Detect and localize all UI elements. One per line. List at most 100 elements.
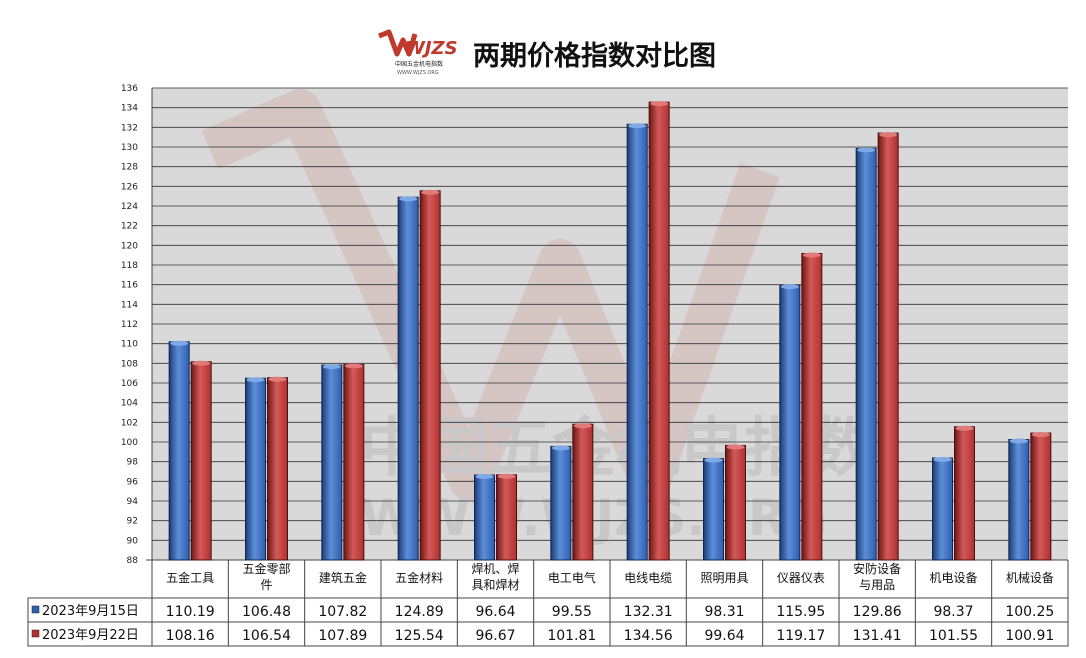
bar-top-series1-10: [933, 457, 952, 463]
legend-label-series2: 2023年9月22日: [42, 628, 139, 643]
data-value-series2-6: 134.56: [624, 628, 673, 644]
y-tick-label: 108: [121, 359, 138, 369]
bar-series2-7: [725, 445, 746, 561]
svg-text:WWW.WJZS.ORG: WWW.WJZS.ORG: [397, 70, 439, 76]
bar-series1-1: [245, 377, 266, 561]
category-label: 建筑五金: [319, 570, 367, 585]
data-value-series1-6: 132.31: [624, 604, 673, 620]
bar-series2-11: [1030, 432, 1052, 561]
y-tick-label: 118: [121, 261, 138, 271]
chart-title: 两期价格指数对比图: [473, 41, 716, 72]
data-value-series1-5: 99.55: [552, 604, 592, 620]
y-tick-label: 110: [121, 340, 138, 350]
bar-series2-8: [801, 252, 823, 561]
legend-swatch-series1: [31, 605, 40, 614]
bar-top-series2-11: [1031, 432, 1050, 438]
bar-series2-10: [954, 426, 975, 561]
y-tick-label: 102: [121, 418, 138, 428]
bar-top-series1-9: [857, 147, 876, 153]
data-value-series1-9: 129.86: [853, 604, 902, 620]
y-tick-label: 112: [121, 320, 138, 330]
bar-top-series2-8: [802, 252, 821, 258]
bar-top-series1-11: [1009, 438, 1028, 444]
data-value-series2-10: 101.55: [929, 628, 978, 644]
legend-label-series1: 2023年9月15日: [42, 604, 139, 619]
bar-series1-8: [779, 284, 801, 561]
bar-top-series1-2: [322, 364, 341, 370]
y-tick-label: 98: [127, 458, 139, 468]
y-tick-label: 132: [121, 123, 138, 133]
legend-swatch-series2: [31, 629, 40, 638]
bar-series1-10: [932, 457, 953, 561]
y-tick-label: 122: [121, 222, 138, 232]
bar-series2-4: [496, 474, 517, 561]
category-label: 电线电缆: [624, 571, 672, 585]
category-label: 仪器仪表: [777, 571, 825, 585]
y-tick-label: 94: [127, 497, 139, 507]
data-value-series2-1: 106.54: [242, 628, 291, 644]
category-label: 件: [260, 578, 272, 592]
bar-top-series1-5: [551, 445, 570, 451]
bar-top-series2-5: [573, 423, 592, 429]
bar-top-series1-7: [704, 457, 723, 463]
bar-series2-9: [877, 132, 899, 561]
y-tick-label: 92: [127, 517, 138, 527]
bar-top-series2-4: [497, 473, 516, 479]
bar-series2-0: [190, 361, 212, 561]
y-tick-label: 136: [121, 84, 138, 94]
bar-top-series1-6: [628, 123, 647, 129]
category-label: 与用品: [859, 578, 895, 592]
y-tick-label: 126: [121, 182, 138, 192]
bar-top-series2-6: [650, 101, 669, 107]
bar-series2-2: [343, 363, 365, 561]
bar-series1-4: [474, 474, 495, 561]
category-label: 五金工具: [166, 570, 214, 585]
y-tick-label: 90: [127, 536, 139, 546]
bar-top-series2-7: [726, 444, 745, 450]
bar-top-series1-1: [246, 377, 265, 383]
data-value-series1-4: 96.64: [475, 604, 515, 620]
y-tick-label: 114: [121, 300, 138, 310]
y-tick-label: 130: [121, 143, 138, 153]
data-value-series2-2: 107.89: [318, 628, 367, 644]
bar-top-series1-0: [170, 340, 189, 346]
bar-top-series1-3: [399, 196, 418, 202]
category-label: 具和焊材: [471, 577, 519, 592]
bar-series1-6: [626, 123, 648, 561]
data-value-series2-3: 125.54: [395, 628, 444, 644]
y-tick-label: 104: [121, 399, 138, 409]
bar-series1-5: [550, 445, 572, 561]
data-value-series1-1: 106.48: [242, 604, 291, 620]
data-value-series1-0: 110.19: [166, 604, 215, 620]
y-tick-label: 88: [127, 556, 139, 566]
y-tick-label: 128: [121, 163, 138, 173]
wjzs-logo: WJZS 中国五金机电指数 WWW.WJZS.ORG: [378, 29, 458, 76]
bar-series1-3: [397, 196, 419, 561]
category-label: 安防设备: [853, 561, 901, 576]
data-value-series2-9: 131.41: [853, 628, 902, 644]
bar-top-series2-10: [955, 425, 974, 431]
bar-series1-0: [168, 341, 190, 561]
y-tick-label: 134: [121, 104, 138, 114]
data-value-series2-7: 99.64: [704, 628, 744, 644]
y-tick-label: 116: [121, 281, 138, 291]
category-label: 电工电气: [548, 570, 596, 585]
data-value-series1-11: 100.25: [1005, 604, 1054, 620]
data-value-series1-10: 98.37: [933, 604, 973, 620]
category-label: 机电设备: [929, 571, 977, 585]
bar-top-series1-8: [780, 284, 799, 290]
data-value-series1-8: 115.95: [776, 604, 825, 620]
data-value-series1-7: 98.31: [704, 604, 744, 620]
y-tick-label: 100: [121, 438, 138, 448]
svg-text:WJZS: WJZS: [405, 38, 458, 59]
category-label: 照明用具: [700, 571, 748, 585]
bar-top-series2-3: [421, 189, 440, 195]
y-tick-label: 106: [121, 379, 138, 389]
bar-series1-11: [1008, 439, 1030, 561]
data-value-series2-0: 108.16: [166, 628, 215, 644]
bar-series2-6: [648, 101, 670, 561]
y-tick-label: 120: [121, 241, 138, 251]
bar-top-series2-2: [344, 363, 363, 369]
data-value-series2-5: 101.81: [547, 628, 596, 644]
